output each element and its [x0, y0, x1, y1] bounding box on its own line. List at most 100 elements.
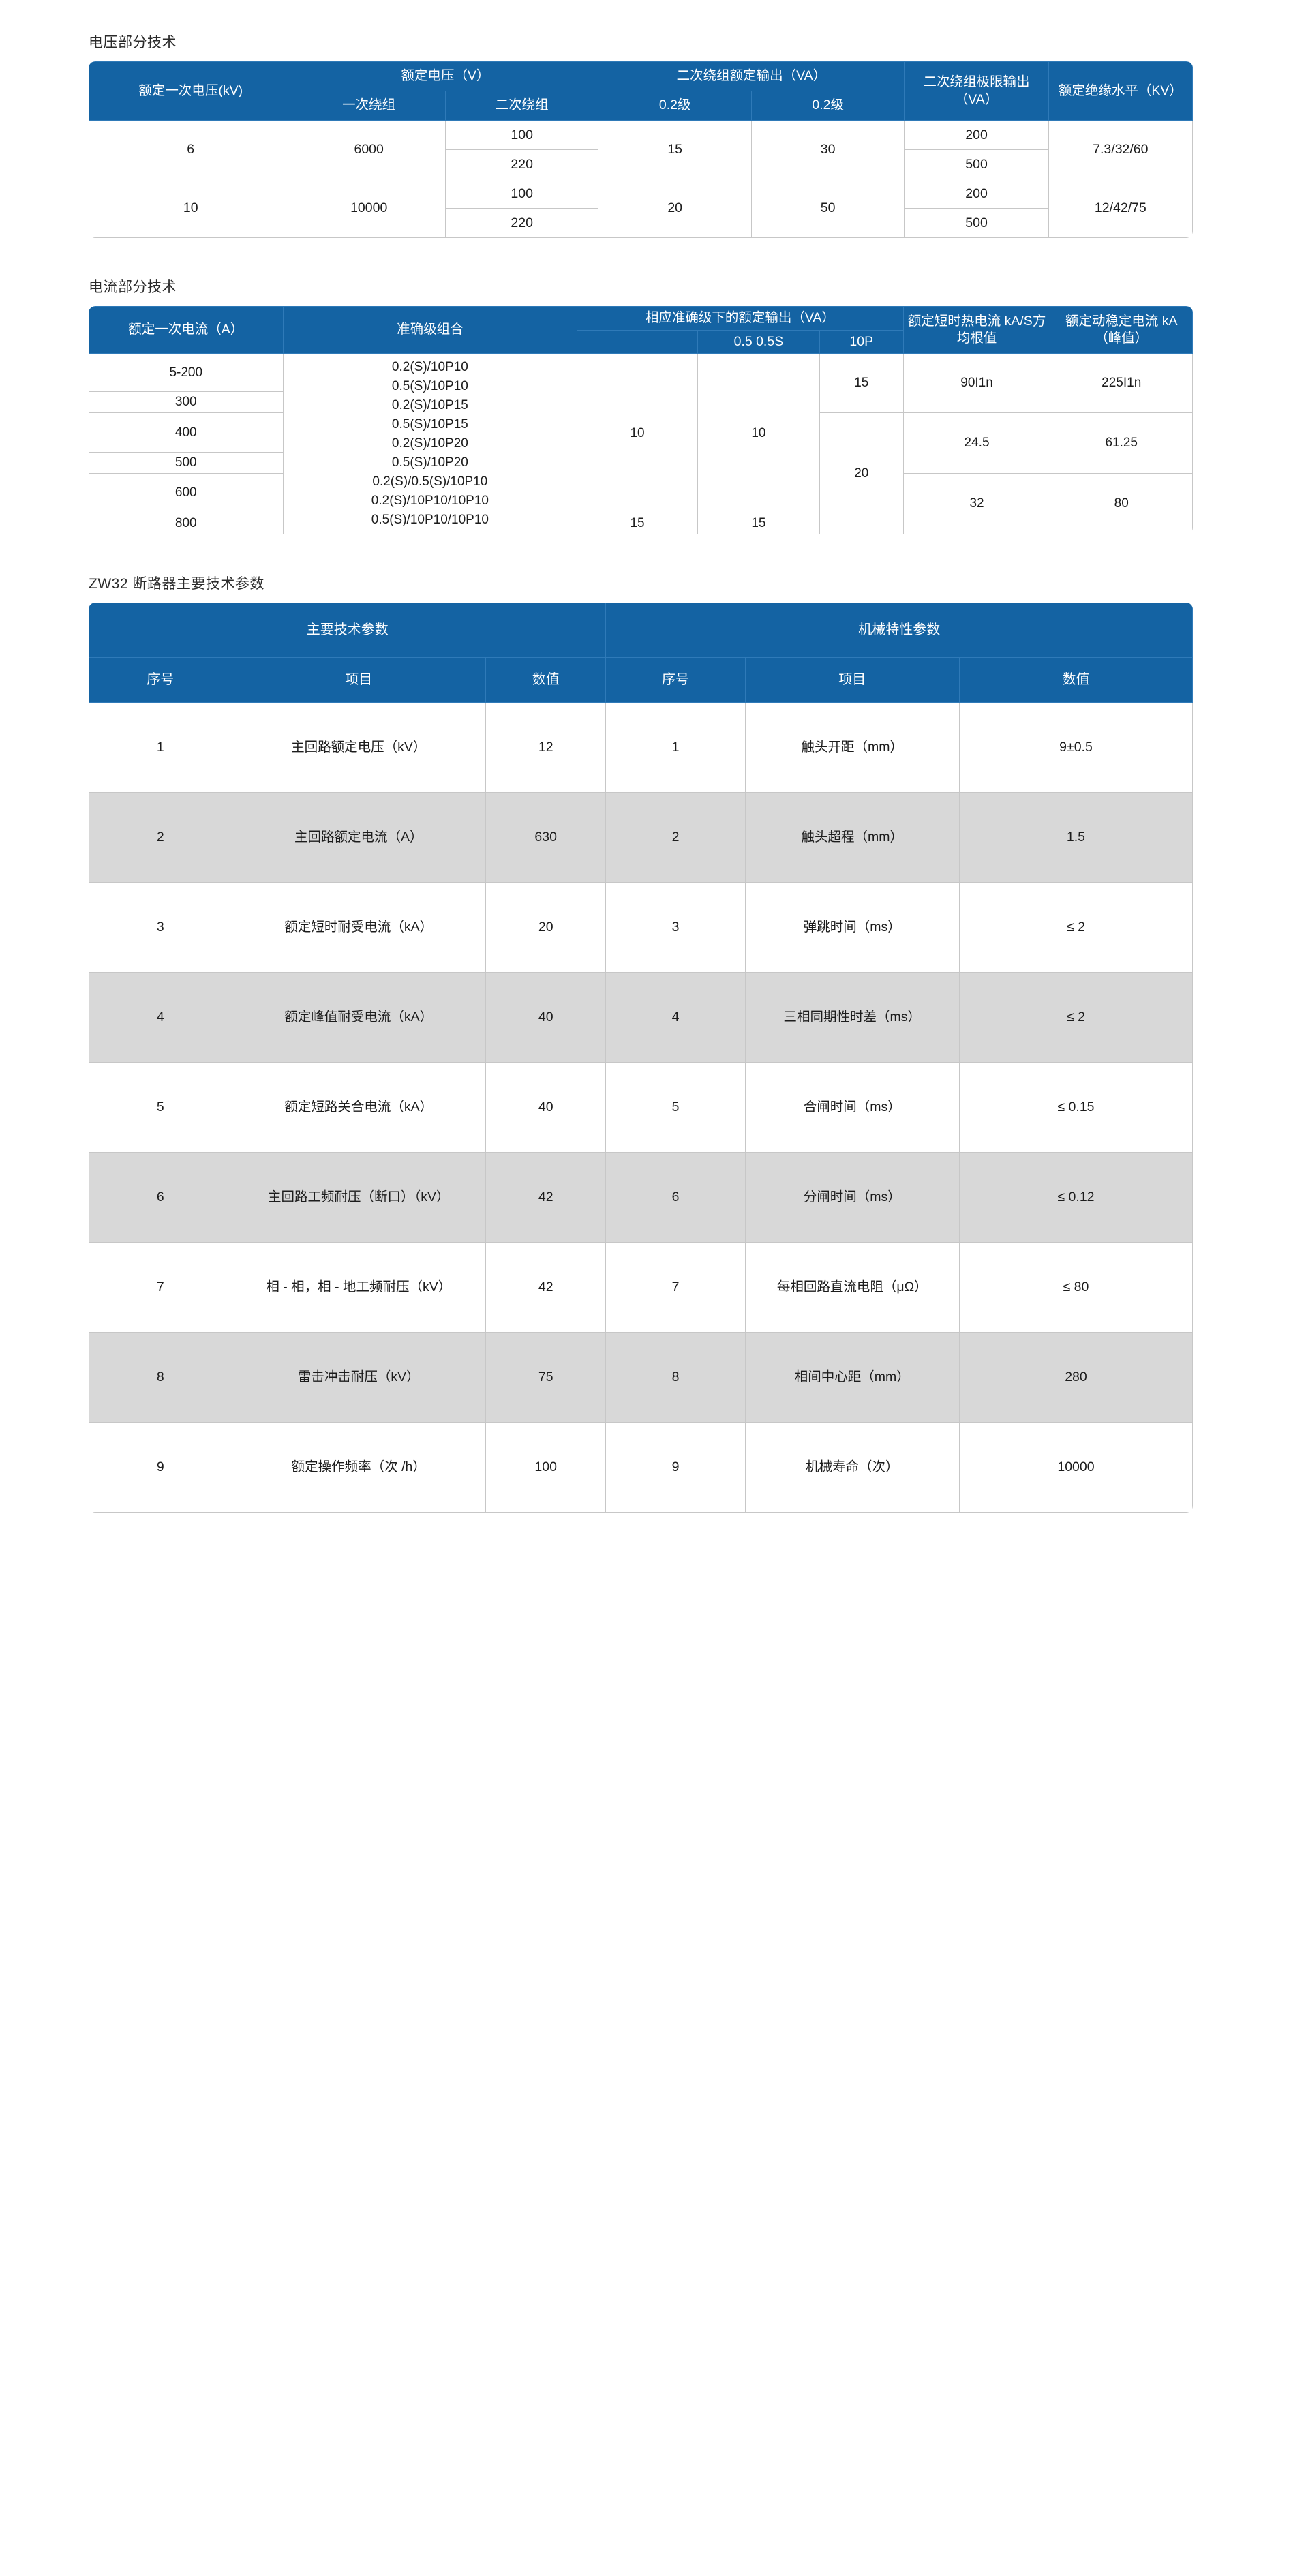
- cell-left-no: 8: [89, 1331, 232, 1423]
- cell-limit-output: 200: [904, 179, 1049, 209]
- cell-output-05-05s: 15: [697, 512, 820, 534]
- cell-short-time-thermal: 32: [902, 473, 1051, 534]
- th-class-b: 0.2级: [750, 91, 905, 121]
- cell-primary-current: 400: [89, 412, 284, 453]
- table-row: 220 500: [89, 149, 1193, 179]
- accuracy-combo-line: 0.5(S)/10P15: [391, 417, 468, 432]
- cell-dynamic-stability: 61.25: [1050, 412, 1193, 474]
- accuracy-combo-line: 0.5(S)/10P20: [391, 455, 468, 470]
- th-right-value: 数值: [958, 656, 1193, 703]
- accuracy-combo-line: 0.5(S)/10P10/10P10: [371, 512, 489, 527]
- cell-primary-current: 600: [89, 473, 284, 513]
- current-section: 电流部分技术 额定一次电流（A） 准确级组合 相应准确级下的额定输出（VA） 额…: [89, 276, 1306, 534]
- th-output-blank: [577, 329, 698, 354]
- cell-right-value: ≤ 0.12: [958, 1151, 1193, 1243]
- cell-primary-winding: 6000: [292, 120, 446, 179]
- cell-right-item: 分闸时间（ms）: [744, 1151, 960, 1243]
- table-row: 6 主回路工频耐压（断口）（kV） 42 6 分闸时间（ms） ≤ 0.12: [89, 1151, 1193, 1243]
- cell-left-value: 630: [485, 791, 607, 883]
- cell-right-no: 8: [605, 1331, 746, 1423]
- breaker-section-title: ZW32 断路器主要技术参数: [89, 575, 264, 592]
- cell-left-no: 5: [89, 1061, 232, 1153]
- breaker-header-column-row: 序号 项目 数值 序号 项目 数值: [89, 656, 1193, 703]
- table-row: 600 32 80: [89, 473, 1193, 534]
- cell-output-blank: 10: [577, 353, 698, 513]
- table-row: 2 主回路额定电流（A） 630 2 触头超程（mm） 1.5: [89, 791, 1193, 883]
- cell-limit-output: 500: [904, 208, 1049, 238]
- accuracy-combo-line: 0.2(S)/10P20: [391, 436, 468, 451]
- cell-left-item: 额定短路关合电流（kA）: [231, 1061, 486, 1153]
- th-group-secondary-output: 二次绕组额定输出（VA）: [598, 61, 905, 91]
- th-left-no: 序号: [89, 656, 232, 703]
- th-output-05-05s: 0.5 0.5S: [697, 329, 820, 354]
- th-limit-output: 二次绕组极限输出（VA）: [904, 61, 1049, 121]
- current-header-row-1: 额定一次电流（A） 准确级组合 相应准确级下的额定输出（VA） 额定短时热电流 …: [89, 306, 1193, 354]
- cell-output-05-05s: 10: [697, 353, 820, 513]
- cell-left-value: 40: [485, 1061, 607, 1153]
- breaker-section: ZW32 断路器主要技术参数 主要技术参数 机械特性参数 序号 项目 数值 序号…: [89, 573, 1306, 1513]
- cell-right-value: 280: [958, 1331, 1193, 1423]
- cell-output-10p: 20: [819, 412, 904, 534]
- cell-class-b: 30: [750, 120, 905, 179]
- cell-secondary-winding: 100: [444, 179, 599, 209]
- cell-short-time-thermal: 90I1n: [902, 353, 1051, 414]
- cell-secondary-winding: 100: [444, 120, 599, 150]
- voltage-section: 电压部分技术 额定一次电压(kV) 额定电压（V） 二次绕组额定输出（VA） 二…: [89, 31, 1306, 238]
- cell-right-value: 9±0.5: [958, 701, 1193, 793]
- table-row: 4 额定峰值耐受电流（kA） 40 4 三相同期性时差（ms） ≤ 2: [89, 971, 1193, 1063]
- table-row: 9 额定操作频率（次 /h） 100 9 机械寿命（次） 10000: [89, 1421, 1193, 1513]
- th-primary-winding: 一次绕组: [292, 91, 446, 121]
- voltage-header-row-2: 一次绕组 二次绕组 0.2级 0.2级: [89, 91, 1193, 121]
- cell-class-a: 20: [598, 179, 752, 238]
- cell-primary-current: 300: [89, 391, 284, 414]
- cell-right-item: 每相回路直流电阻（μΩ）: [744, 1241, 960, 1333]
- table-row: 5-200 0.2(S)/10P10 0.5(S)/10P10 0.2(S)/1…: [89, 353, 1193, 534]
- table-row: 500: [89, 452, 1193, 474]
- cell-right-value: ≤ 2: [958, 881, 1193, 973]
- current-header-row-2: 0.5 0.5S 10P: [89, 329, 1193, 354]
- cell-right-no: 4: [605, 971, 746, 1063]
- cell-right-value: ≤ 0.15: [958, 1061, 1193, 1153]
- cell-left-item: 相 - 相，相 - 地工频耐压（kV）: [231, 1241, 486, 1333]
- table-row: 8 雷击冲击耐压（kV） 75 8 相间中心距（mm） 280: [89, 1331, 1193, 1423]
- cell-left-value: 40: [485, 971, 607, 1063]
- document-page: 电压部分技术 额定一次电压(kV) 额定电压（V） 二次绕组额定输出（VA） 二…: [89, 31, 1306, 2126]
- th-primary-voltage: 额定一次电压(kV): [89, 61, 293, 121]
- cell-left-value: 75: [485, 1331, 607, 1423]
- th-left-item: 项目: [231, 656, 486, 703]
- current-section-title: 电流部分技术: [89, 279, 177, 295]
- cell-primary-voltage: 6: [89, 120, 293, 179]
- cell-left-value: 100: [485, 1421, 607, 1513]
- cell-primary-current: 5-200: [89, 353, 284, 393]
- cell-right-value: 1.5: [958, 791, 1193, 883]
- current-table: 额定一次电流（A） 准确级组合 相应准确级下的额定输出（VA） 额定短时热电流 …: [89, 306, 1193, 534]
- breaker-header-group-row: 主要技术参数 机械特性参数: [89, 602, 1193, 658]
- cell-left-value: 42: [485, 1241, 607, 1333]
- th-primary-current: 额定一次电流（A）: [89, 306, 284, 354]
- accuracy-combo-line: 0.5(S)/10P10: [391, 379, 468, 394]
- cell-dynamic-stability: 80: [1050, 473, 1193, 534]
- table-row: 5 额定短路关合电流（kA） 40 5 合闸时间（ms） ≤ 0.15: [89, 1061, 1193, 1153]
- cell-left-value: 12: [485, 701, 607, 793]
- cell-primary-current: 500: [89, 452, 284, 474]
- accuracy-combo-line: 0.2(S)/10P10/10P10: [371, 493, 489, 508]
- current-table-wrapper: 额定一次电流（A） 准确级组合 相应准确级下的额定输出（VA） 额定短时热电流 …: [89, 306, 1193, 534]
- breaker-table: 主要技术参数 机械特性参数 序号 项目 数值 序号 项目 数值 1 主回路额定电…: [89, 602, 1193, 1513]
- table-row: 400 20 24.5 61.25: [89, 412, 1193, 534]
- th-class-a: 0.2级: [598, 91, 752, 121]
- cell-right-value: ≤ 80: [958, 1241, 1193, 1333]
- cell-output-blank: 15: [577, 512, 698, 534]
- voltage-header-row-1: 额定一次电压(kV) 额定电压（V） 二次绕组额定输出（VA） 二次绕组极限输出…: [89, 61, 1193, 121]
- th-secondary-winding: 二次绕组: [444, 91, 599, 121]
- cell-left-item: 额定短时耐受电流（kA）: [231, 881, 486, 973]
- page-bottom-padding: [89, 1513, 1306, 2126]
- voltage-section-title: 电压部分技术: [89, 35, 177, 50]
- th-group-rated-output: 相应准确级下的额定输出（VA）: [577, 306, 904, 331]
- cell-right-no: 7: [605, 1241, 746, 1333]
- th-left-value: 数值: [485, 656, 607, 703]
- cell-right-no: 2: [605, 791, 746, 883]
- cell-short-time-thermal: 24.5: [902, 412, 1051, 474]
- cell-right-no: 6: [605, 1151, 746, 1243]
- th-right-no: 序号: [605, 656, 746, 703]
- cell-right-value: 10000: [958, 1421, 1193, 1513]
